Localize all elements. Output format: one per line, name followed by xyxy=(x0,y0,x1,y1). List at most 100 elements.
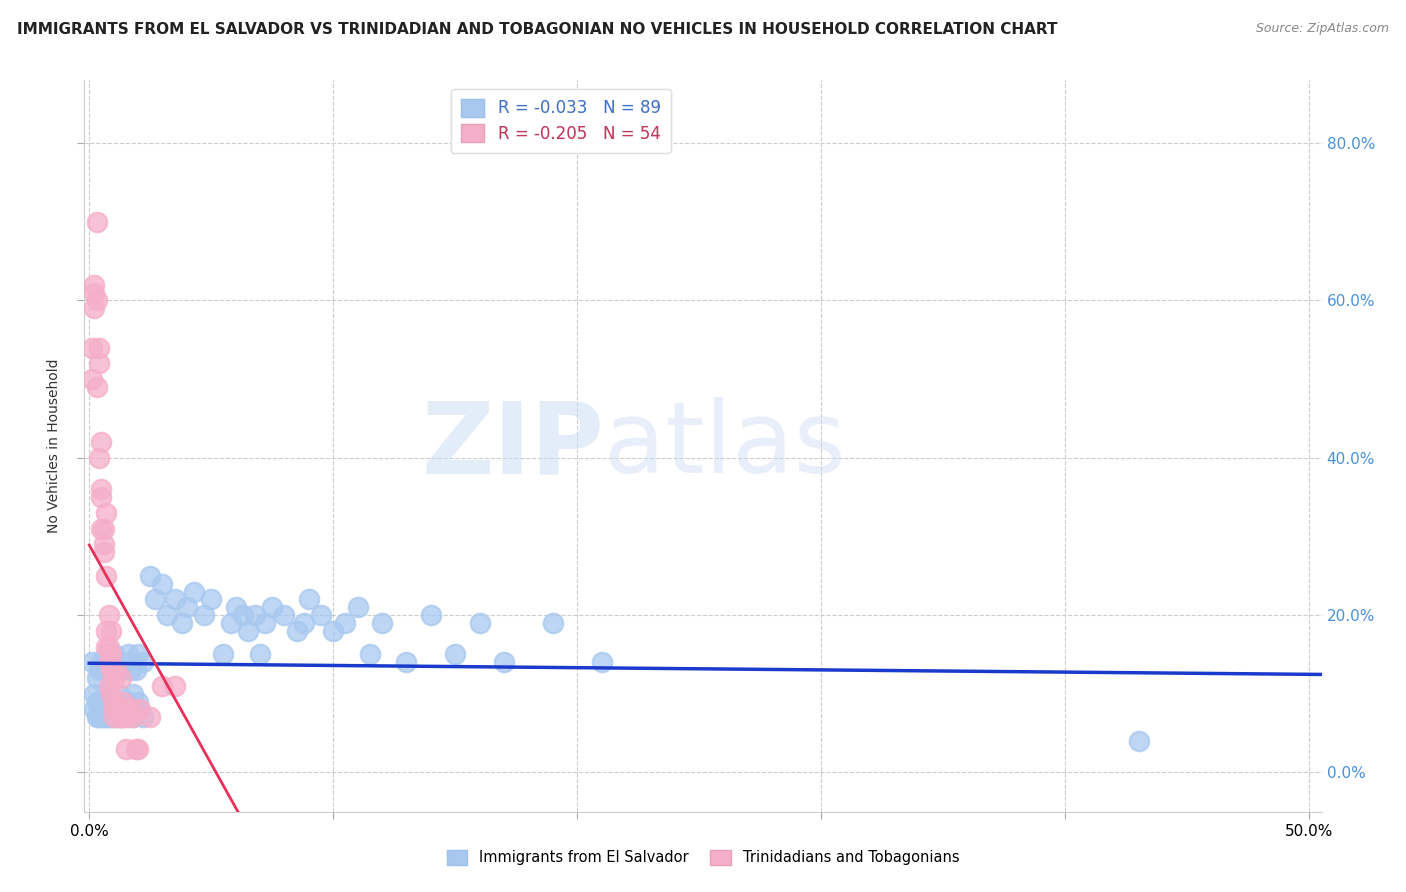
Point xyxy=(86,710,108,724)
Point xyxy=(152,679,174,693)
Point xyxy=(163,679,186,693)
Point xyxy=(292,615,315,630)
Point xyxy=(100,687,122,701)
Point xyxy=(83,687,105,701)
Point xyxy=(90,710,112,724)
Point xyxy=(359,648,381,662)
Point xyxy=(110,702,132,716)
Point xyxy=(100,702,122,716)
Point xyxy=(124,741,146,756)
Point xyxy=(103,695,125,709)
Point xyxy=(105,663,128,677)
Point xyxy=(1128,734,1150,748)
Point xyxy=(86,671,108,685)
Point xyxy=(96,648,118,662)
Point xyxy=(105,702,128,716)
Point xyxy=(115,702,138,716)
Point xyxy=(156,608,179,623)
Point xyxy=(183,584,205,599)
Point xyxy=(96,568,118,582)
Point xyxy=(93,663,115,677)
Point xyxy=(96,624,118,638)
Point xyxy=(236,624,259,638)
Point xyxy=(107,687,129,701)
Point xyxy=(132,710,155,724)
Point xyxy=(97,679,120,693)
Point xyxy=(96,506,118,520)
Point xyxy=(83,702,105,716)
Point xyxy=(129,702,152,716)
Point xyxy=(90,482,112,496)
Point xyxy=(541,615,564,630)
Text: IMMIGRANTS FROM EL SALVADOR VS TRINIDADIAN AND TOBAGONIAN NO VEHICLES IN HOUSEHO: IMMIGRANTS FROM EL SALVADOR VS TRINIDADI… xyxy=(17,22,1057,37)
Point xyxy=(120,702,142,716)
Point xyxy=(122,710,145,724)
Point xyxy=(90,522,112,536)
Legend: R = -0.033   N = 89, R = -0.205   N = 54: R = -0.033 N = 89, R = -0.205 N = 54 xyxy=(451,88,671,153)
Point xyxy=(107,710,129,724)
Point xyxy=(115,655,138,669)
Point xyxy=(100,710,122,724)
Point xyxy=(87,663,110,677)
Point xyxy=(96,687,118,701)
Point xyxy=(103,702,125,716)
Text: ZIP: ZIP xyxy=(422,398,605,494)
Point xyxy=(100,624,122,638)
Point xyxy=(285,624,308,638)
Point xyxy=(298,592,321,607)
Point xyxy=(103,710,125,724)
Point xyxy=(212,648,235,662)
Point xyxy=(120,663,142,677)
Point xyxy=(127,695,149,709)
Point xyxy=(127,741,149,756)
Point xyxy=(93,702,115,716)
Point xyxy=(132,655,155,669)
Point xyxy=(112,695,135,709)
Point xyxy=(87,450,110,465)
Point xyxy=(139,710,162,724)
Point xyxy=(86,380,108,394)
Point xyxy=(93,537,115,551)
Point xyxy=(96,710,118,724)
Point xyxy=(243,608,266,623)
Point xyxy=(253,615,276,630)
Point xyxy=(176,600,198,615)
Point xyxy=(494,655,516,669)
Point xyxy=(225,600,247,615)
Point xyxy=(97,640,120,654)
Point xyxy=(100,648,122,662)
Point xyxy=(120,702,142,716)
Point xyxy=(419,608,441,623)
Legend: Immigrants from El Salvador, Trinidadians and Tobagonians: Immigrants from El Salvador, Trinidadian… xyxy=(441,844,965,871)
Point xyxy=(309,608,332,623)
Point xyxy=(90,435,112,450)
Point xyxy=(219,615,242,630)
Point xyxy=(97,710,120,724)
Point xyxy=(87,356,110,370)
Point xyxy=(93,545,115,559)
Point xyxy=(86,695,108,709)
Text: Source: ZipAtlas.com: Source: ZipAtlas.com xyxy=(1256,22,1389,36)
Point xyxy=(193,608,215,623)
Point xyxy=(97,608,120,623)
Point xyxy=(87,710,110,724)
Point xyxy=(103,648,125,662)
Point xyxy=(96,640,118,654)
Point xyxy=(371,615,394,630)
Y-axis label: No Vehicles in Household: No Vehicles in Household xyxy=(48,359,62,533)
Point xyxy=(96,702,118,716)
Point xyxy=(335,615,357,630)
Point xyxy=(105,663,128,677)
Point xyxy=(80,372,103,386)
Point xyxy=(110,663,132,677)
Point xyxy=(117,648,139,662)
Point xyxy=(90,490,112,504)
Point xyxy=(83,285,105,300)
Point xyxy=(124,702,146,716)
Point xyxy=(395,655,418,669)
Point xyxy=(87,341,110,355)
Point xyxy=(117,695,139,709)
Point xyxy=(112,695,135,709)
Point xyxy=(322,624,344,638)
Point xyxy=(97,695,120,709)
